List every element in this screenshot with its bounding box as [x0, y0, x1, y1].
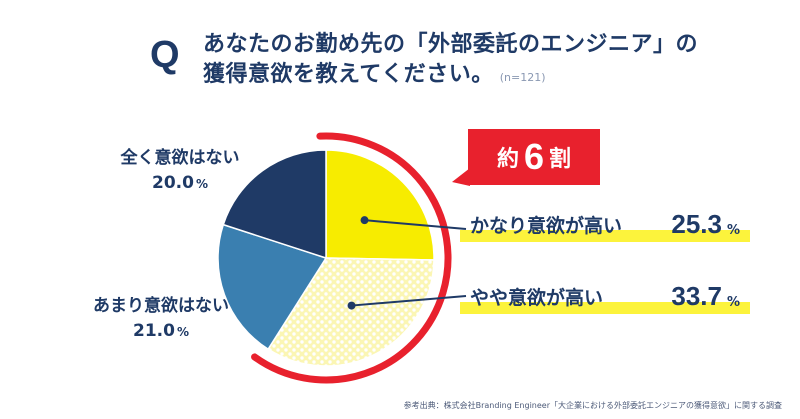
callout-number: 6 — [523, 136, 545, 177]
highlight-label-very-high: かなり意欲が高い 25.3 % — [460, 208, 750, 242]
title-line-1: あなたのお勤め先の「外部委託のエンジニア」の — [203, 32, 699, 57]
percent-unit: % — [726, 223, 740, 238]
slice-value: 25.3 — [671, 209, 722, 239]
sample-size: (n=121) — [499, 71, 546, 84]
slice-value: 21.0 — [133, 321, 175, 341]
callout-tail — [452, 168, 470, 186]
slice-name: やや意欲が高い — [470, 287, 604, 309]
highlight-bar — [460, 302, 750, 314]
question-mark: Q — [150, 34, 180, 76]
callout-prefix: 約 — [496, 147, 519, 172]
pie-slice-0 — [325, 149, 435, 261]
percent-unit: % — [195, 177, 208, 191]
percent-unit: % — [176, 325, 189, 339]
highlight-label-somewhat-high: やや意欲が高い 33.7 % — [460, 280, 750, 314]
leader-dot-1 — [347, 301, 356, 310]
slice-value: 20.0 — [152, 173, 194, 193]
question-title: あなたのお勤め先の「外部委託のエンジニア」の 獲得意欲を教えてください。 (n=1… — [203, 30, 698, 93]
percent-unit: % — [726, 295, 740, 310]
callout-badge: 約 6 割 — [468, 129, 600, 185]
slice-name: 全く意欲はない — [120, 148, 240, 168]
highlight-bar — [460, 230, 750, 242]
leader-line-1 — [351, 295, 467, 307]
pie-slice-2 — [217, 223, 328, 351]
pie-slice-3 — [222, 149, 327, 260]
callout-suffix: 割 — [549, 147, 572, 172]
leader-dot-0 — [360, 216, 369, 225]
slice-name: あまり意欲はない — [93, 296, 229, 316]
leader-line-0 — [364, 219, 467, 230]
title-line-2: 獲得意欲を教えてください。 — [203, 62, 494, 87]
label-not-much: あまり意欲はない 21.0% — [76, 294, 246, 345]
label-not-at-all: 全く意欲はない 20.0% — [100, 146, 260, 197]
source-note: 参考出典：株式会社Branding Engineer「大企業における外部委託エン… — [403, 401, 782, 410]
slice-value: 33.7 — [671, 281, 722, 311]
emphasis-arc — [251, 132, 452, 384]
slice-name: かなり意欲が高い — [470, 215, 623, 237]
